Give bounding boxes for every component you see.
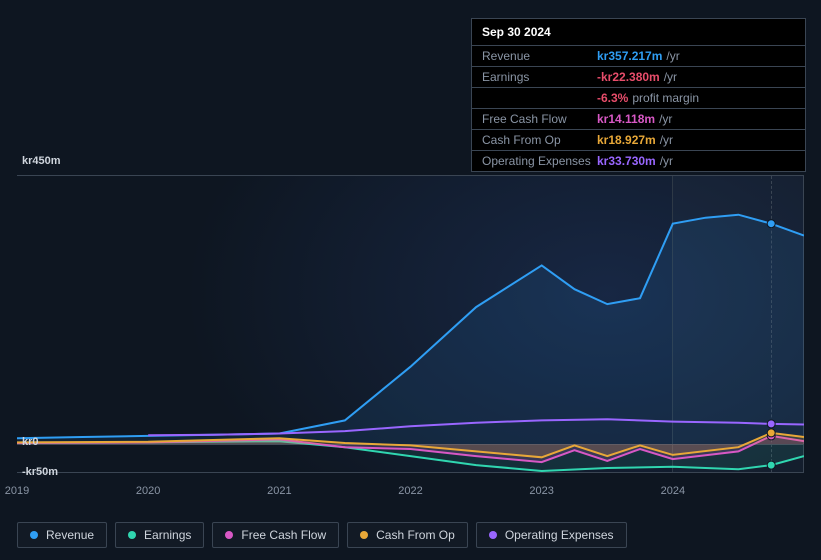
- legend-item-revenue[interactable]: Revenue: [17, 522, 107, 548]
- tooltip-label: Earnings: [482, 70, 597, 84]
- tooltip-label: Operating Expenses: [482, 154, 597, 168]
- legend-label: Cash From Op: [376, 528, 455, 542]
- marker: [767, 220, 775, 228]
- plot-area[interactable]: [17, 175, 804, 473]
- marker: [767, 420, 775, 428]
- legend-dot: [225, 531, 233, 539]
- tooltip-label: Cash From Op: [482, 133, 597, 147]
- legend-item-operating-expenses[interactable]: Operating Expenses: [476, 522, 627, 548]
- legend-dot: [30, 531, 38, 539]
- legend-label: Earnings: [144, 528, 191, 542]
- x-tick-label: 2021: [267, 485, 291, 497]
- tooltip-value: kr33.730m: [597, 154, 656, 168]
- tooltip-value: -kr22.380m: [597, 70, 660, 84]
- tooltip-label: Free Cash Flow: [482, 112, 597, 126]
- tooltip-suffix: /yr: [660, 154, 673, 168]
- tooltip-value: -6.3%: [597, 91, 628, 105]
- tooltip-suffix: /yr: [660, 133, 673, 147]
- tooltip-row: Revenuekr357.217m/yr: [472, 46, 805, 67]
- tooltip-suffix: /yr: [664, 70, 677, 84]
- tooltip-label: Revenue: [482, 49, 597, 63]
- tooltip-suffix: /yr: [666, 49, 679, 63]
- tooltip-date: Sep 30 2024: [472, 19, 805, 46]
- tooltip-value: kr357.217m: [597, 49, 662, 63]
- legend-label: Revenue: [46, 528, 94, 542]
- legend: Revenue Earnings Free Cash Flow Cash From O…: [17, 522, 627, 548]
- chart-container: Sep 30 2024 Revenuekr357.217m/yrEarnings…: [0, 0, 821, 560]
- tooltip-suffix: profit margin: [632, 91, 699, 105]
- tooltip-row: -6.3% profit margin: [472, 88, 805, 109]
- legend-label: Operating Expenses: [505, 528, 614, 542]
- x-tick-label: 2023: [529, 485, 553, 497]
- tooltip-suffix: /yr: [659, 112, 672, 126]
- x-tick-label: 2019: [5, 485, 29, 497]
- legend-label: Free Cash Flow: [241, 528, 326, 542]
- tooltip-row: Operating Expenseskr33.730m/yr: [472, 151, 805, 171]
- marker: [767, 429, 775, 437]
- marker: [767, 461, 775, 469]
- legend-dot: [360, 531, 368, 539]
- tooltip-value: kr14.118m: [597, 112, 655, 126]
- legend-dot: [489, 531, 497, 539]
- chart-area[interactable]: kr450m kr0 -kr50m 2019202020212022202320…: [17, 155, 804, 485]
- x-axis: 201920202021202220232024: [17, 485, 804, 503]
- tooltip-row: Free Cash Flowkr14.118m/yr: [472, 109, 805, 130]
- tooltip-row: Earnings-kr22.380m/yr: [472, 67, 805, 88]
- y-tick-label: kr450m: [22, 155, 61, 167]
- legend-item-free-cash-flow[interactable]: Free Cash Flow: [212, 522, 339, 548]
- x-tick-label: 2024: [661, 485, 685, 497]
- y-tick-label: -kr50m: [22, 466, 58, 478]
- plot-svg: [17, 176, 804, 474]
- x-tick-label: 2022: [398, 485, 422, 497]
- legend-item-earnings[interactable]: Earnings: [115, 522, 204, 548]
- y-tick-label: kr0: [22, 436, 39, 448]
- legend-item-cash-from-op[interactable]: Cash From Op: [347, 522, 468, 548]
- tooltip-panel: Sep 30 2024 Revenuekr357.217m/yrEarnings…: [471, 18, 806, 172]
- tooltip-value: kr18.927m: [597, 133, 656, 147]
- tooltip-row: Cash From Opkr18.927m/yr: [472, 130, 805, 151]
- legend-dot: [128, 531, 136, 539]
- x-tick-label: 2020: [136, 485, 160, 497]
